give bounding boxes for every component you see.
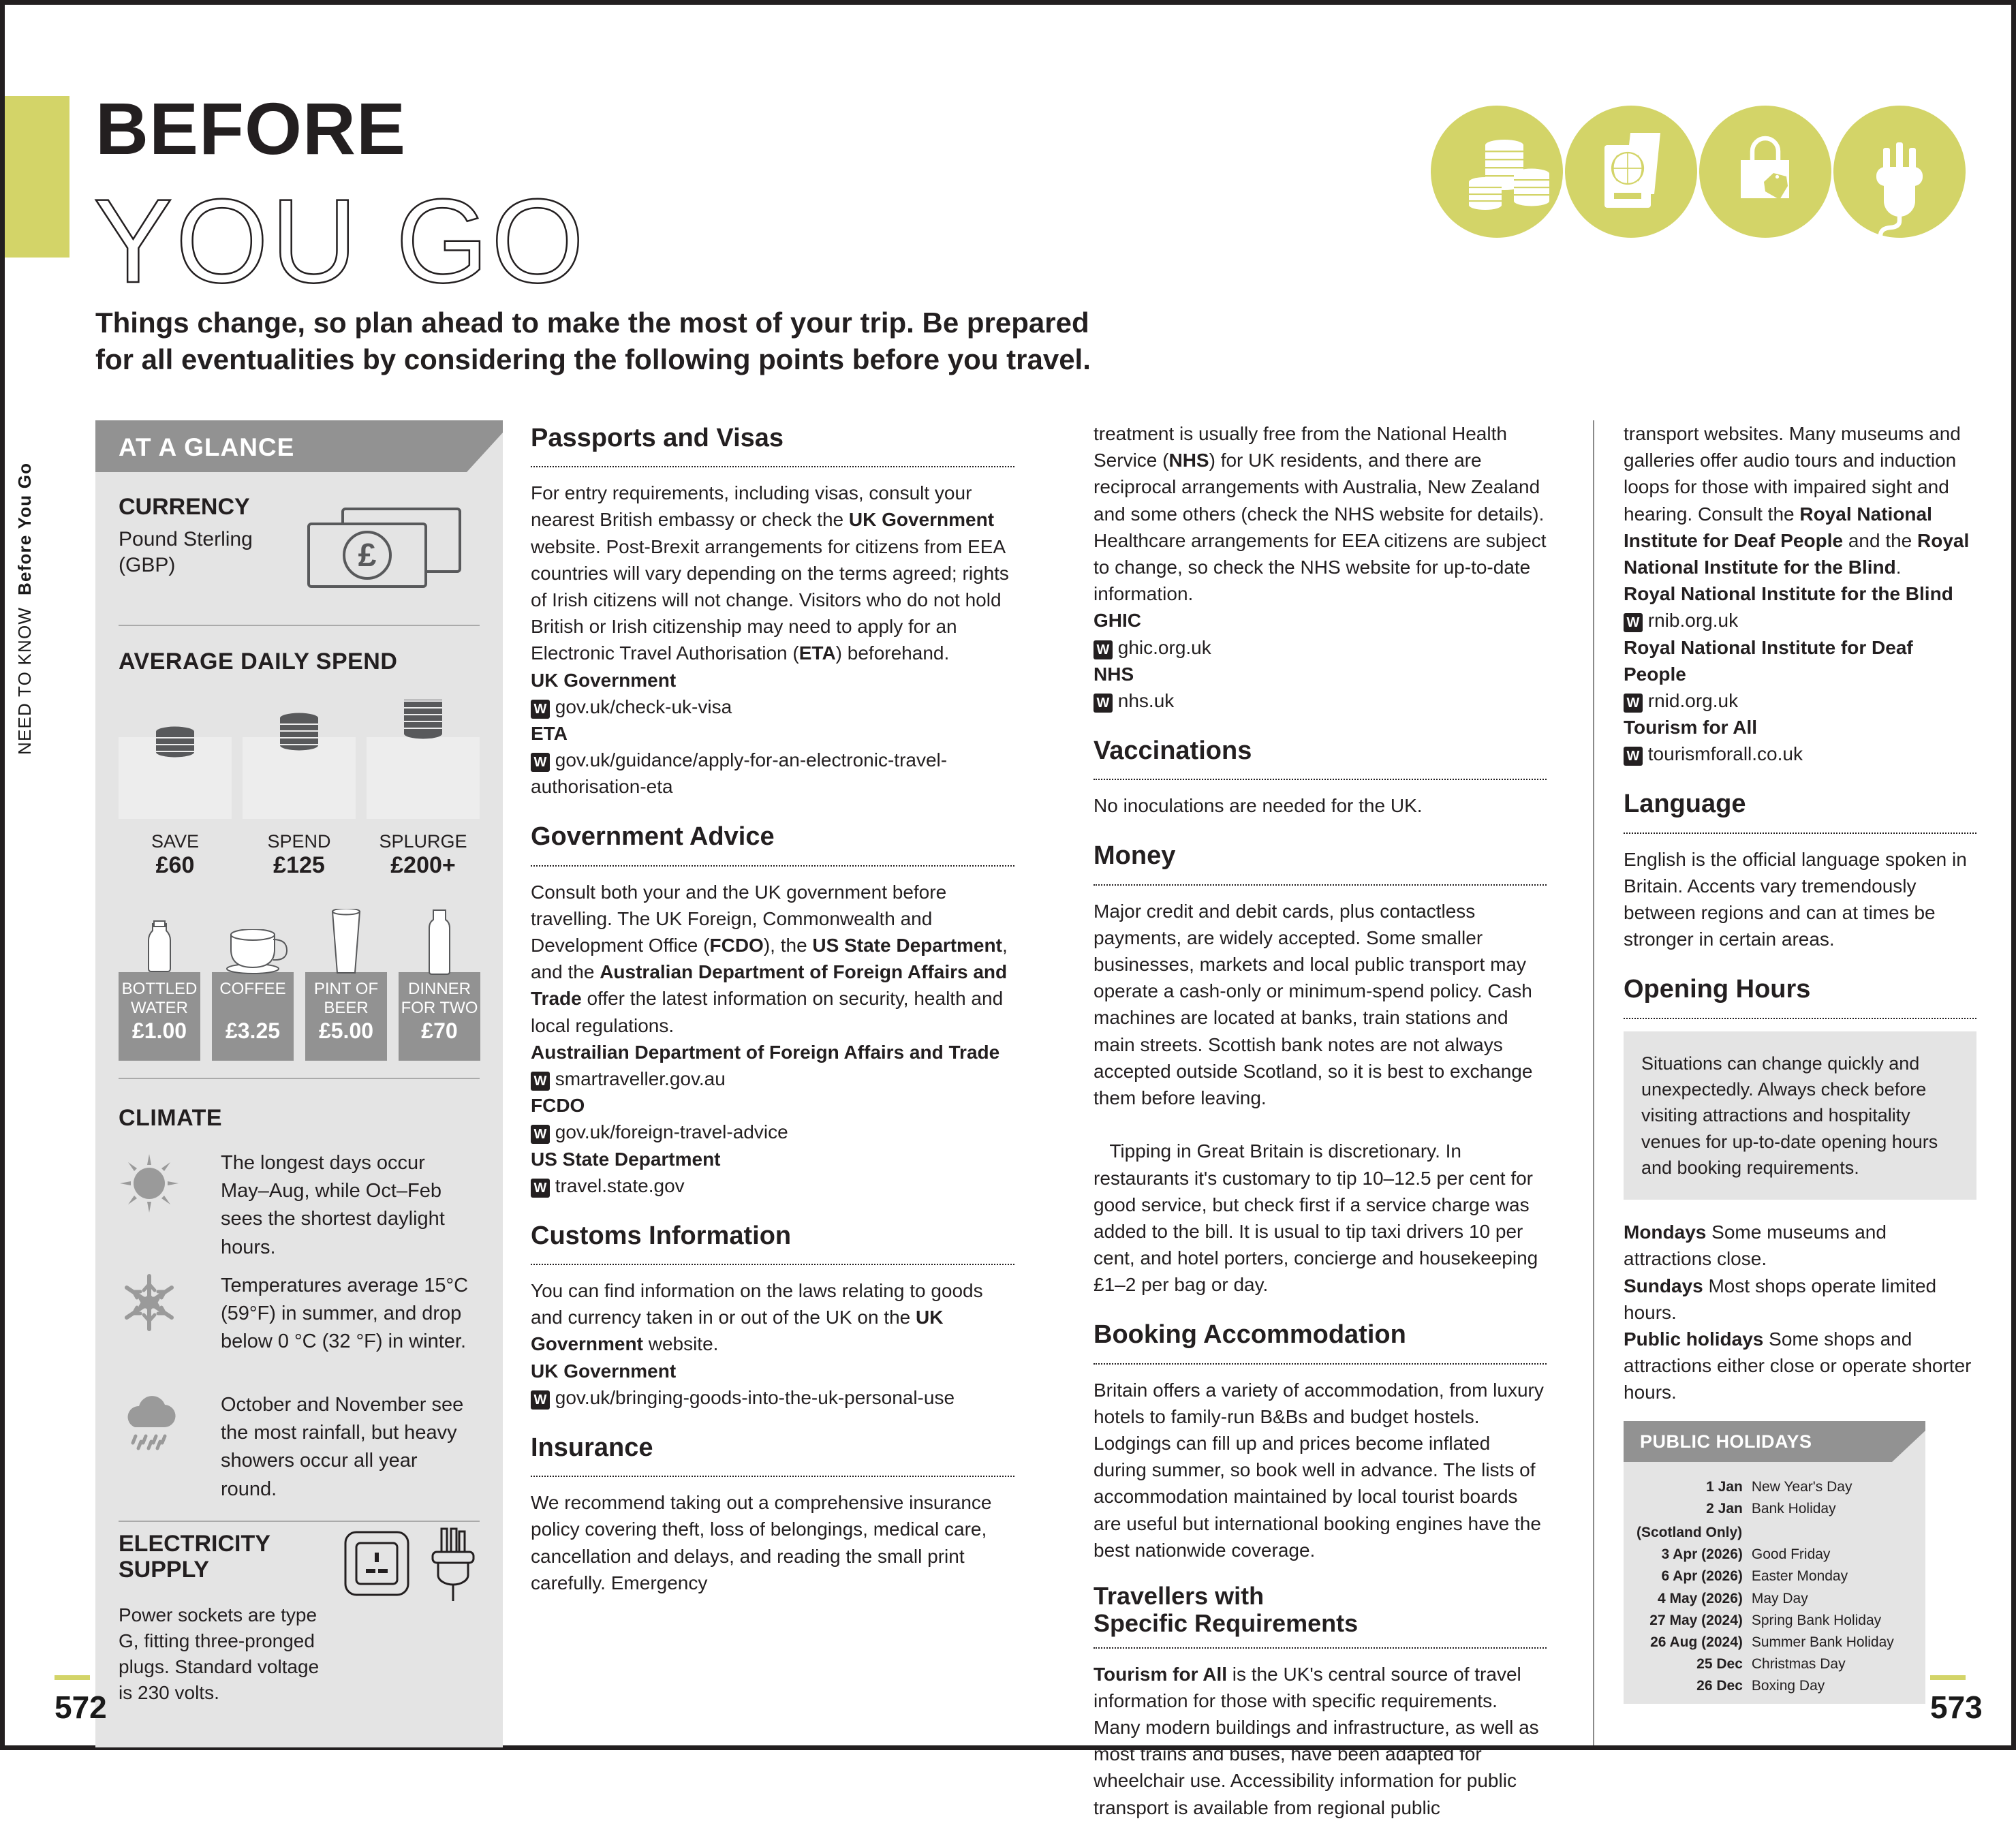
svg-text:AT A GLANCE: AT A GLANCE xyxy=(119,433,294,461)
svg-text:£: £ xyxy=(358,538,377,574)
svg-text:PUBLIC HOLIDAYS: PUBLIC HOLIDAYS xyxy=(1640,1431,1812,1452)
